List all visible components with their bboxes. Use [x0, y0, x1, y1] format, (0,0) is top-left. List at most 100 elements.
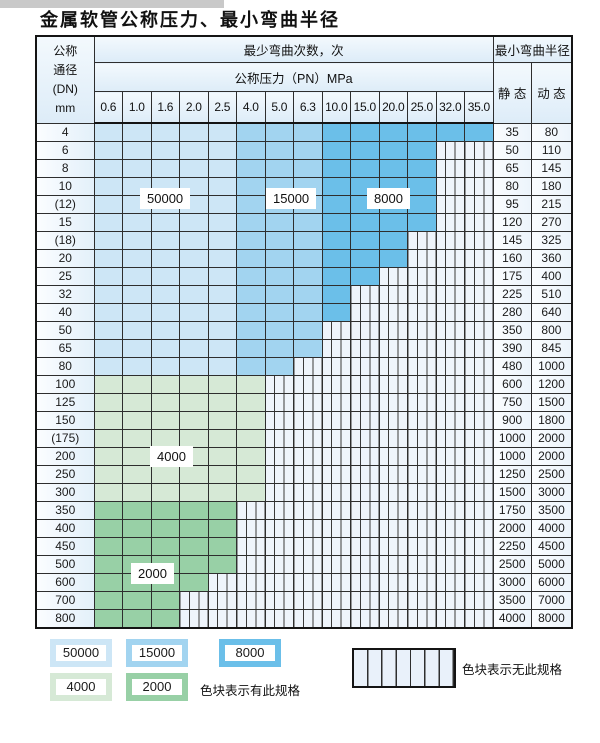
spec-cell	[435, 501, 465, 520]
dn-label: 150	[35, 411, 95, 430]
spec-cell	[236, 393, 266, 412]
spec-cell	[378, 465, 408, 484]
spec-cell	[321, 465, 351, 484]
dynamic-radius-value: 215	[530, 195, 573, 214]
spec-cell	[122, 231, 152, 250]
table-row: 4 35 80	[35, 122, 573, 142]
table-row: 40 280 640	[35, 303, 573, 322]
spec-cell	[236, 429, 266, 448]
dn-header-line: 公称	[53, 43, 78, 58]
spec-cell	[293, 159, 323, 178]
spec-cell	[321, 159, 351, 178]
spec-cell	[207, 483, 237, 502]
spec-cell	[264, 375, 294, 394]
spec-cell	[350, 303, 380, 322]
spec-cell	[321, 122, 351, 142]
spec-cell	[435, 573, 465, 592]
spec-cell	[93, 483, 123, 502]
spec-cell	[378, 483, 408, 502]
spec-cell	[264, 122, 294, 142]
spec-cell	[378, 285, 408, 304]
dynamic-radius-value: 8000	[530, 609, 573, 629]
legend-swatch-15000: 15000	[126, 639, 188, 667]
spec-cell	[150, 321, 180, 340]
spec-cell	[407, 375, 437, 394]
spec-cell	[464, 573, 494, 592]
spec-cell	[207, 231, 237, 250]
spec-cell	[93, 555, 123, 574]
spec-cell	[350, 609, 380, 629]
spec-cell	[407, 609, 437, 629]
spec-cell	[464, 339, 494, 358]
legend-hatch-swatch	[352, 648, 456, 688]
dn-header-line: (DN)	[52, 81, 78, 96]
spec-cell	[236, 573, 266, 592]
dn-label: 800	[35, 609, 95, 629]
spec-cell	[293, 285, 323, 304]
spec-cell	[321, 357, 351, 376]
spec-cell	[207, 249, 237, 268]
spec-cell	[207, 537, 237, 556]
dynamic-radius-value: 325	[530, 231, 573, 250]
spec-cell	[93, 573, 123, 592]
spec-cell	[236, 177, 266, 196]
table-row: 500 2500 5000	[35, 555, 573, 574]
page-title: 金属软管公称压力、最小弯曲半径	[40, 10, 340, 31]
spec-cell	[179, 141, 209, 160]
pressure-col-header: 2.5	[207, 91, 237, 124]
spec-cell	[407, 213, 437, 232]
spec-cell	[464, 159, 494, 178]
spec-cell	[293, 501, 323, 520]
table-row: 250 1250 2500	[35, 465, 573, 484]
spec-cell	[207, 357, 237, 376]
static-radius-value: 750	[492, 393, 532, 412]
spec-cell	[435, 609, 465, 629]
spec-cell	[264, 357, 294, 376]
spec-cell	[321, 573, 351, 592]
spec-cell	[350, 285, 380, 304]
table-row: 450 2250 4500	[35, 537, 573, 556]
spec-cell	[435, 303, 465, 322]
spec-cell	[435, 375, 465, 394]
pressure-col-header: 1.6	[150, 91, 180, 124]
spec-cell	[378, 122, 408, 142]
spec-cell	[350, 321, 380, 340]
spec-cell	[236, 483, 266, 502]
spec-cell	[207, 429, 237, 448]
dn-label: 250	[35, 465, 95, 484]
spec-cell	[179, 267, 209, 286]
spec-cell	[150, 519, 180, 538]
spec-cell	[350, 141, 380, 160]
spec-cell	[321, 249, 351, 268]
spec-cell	[435, 555, 465, 574]
spec-cell	[464, 519, 494, 538]
spec-cell	[321, 303, 351, 322]
spec-cell	[207, 375, 237, 394]
spec-cell	[407, 501, 437, 520]
legend-swatch-50000: 50000	[50, 639, 112, 667]
dn-label: 450	[35, 537, 95, 556]
spec-cell	[264, 429, 294, 448]
spec-cell	[236, 411, 266, 430]
spec-cell	[435, 411, 465, 430]
spec-cell	[378, 159, 408, 178]
spec-cell	[435, 339, 465, 358]
spec-cell	[150, 141, 180, 160]
pressure-col-header: 2.0	[179, 91, 209, 124]
static-column-header: 静 态	[492, 62, 532, 124]
spec-cell	[264, 213, 294, 232]
spec-cell	[293, 465, 323, 484]
spec-cell	[378, 303, 408, 322]
spec-cell	[93, 195, 123, 214]
spec-cell	[378, 213, 408, 232]
spec-cell	[321, 501, 351, 520]
dynamic-radius-value: 1800	[530, 411, 573, 430]
spec-cell	[464, 591, 494, 610]
spec-cell	[350, 339, 380, 358]
static-radius-value: 1250	[492, 465, 532, 484]
scan-artifact-bar	[0, 0, 224, 8]
spec-cell	[207, 501, 237, 520]
dynamic-radius-value: 5000	[530, 555, 573, 574]
spec-cell	[435, 537, 465, 556]
spec-cell	[93, 447, 123, 466]
